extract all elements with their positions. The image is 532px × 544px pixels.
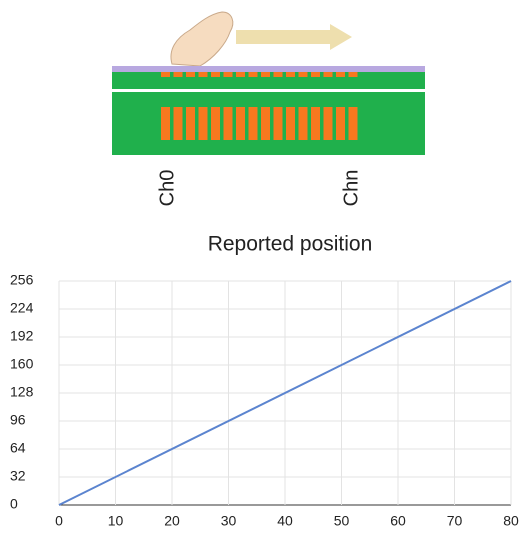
x-tick-label: 20 [164,513,180,529]
x-tick-label: 50 [334,513,350,529]
pad [223,107,233,140]
x-tick-label: 10 [108,513,124,529]
pcb-gap [112,89,425,92]
pad [323,107,333,140]
line [58,280,512,506]
pad [336,72,345,77]
y-tick-label: 96 [10,412,26,428]
pad [273,107,283,140]
pad [198,107,208,140]
y-tick-label: 0 [10,496,18,512]
pad [336,107,345,140]
x-tick-label: 70 [447,513,463,529]
arrow [236,24,352,50]
chart: 0 32 64 96 128 160 192 224 256 0 10 20 30 40 50 60 70 80 [10,272,519,529]
pad [198,72,208,77]
pad [211,72,220,77]
pad [161,107,170,140]
channel-label: Ch0 [156,170,178,207]
pad [286,107,295,140]
pad [286,72,295,77]
pad [261,72,270,77]
pad [348,72,358,77]
y-tick-label: 128 [10,384,34,400]
pad [186,72,195,77]
x-tick-label: 60 [390,513,406,529]
x-tick-label: 30 [221,513,237,529]
pad [311,107,320,140]
y-tick-label: 192 [10,328,34,344]
pad [298,72,308,77]
pad [261,107,270,140]
finger [170,11,234,67]
pad [211,107,220,140]
pad [173,107,183,140]
y-tick-label: 64 [10,440,26,456]
pad [248,107,258,140]
pad [236,107,245,140]
pads [161,72,358,140]
overlay [112,66,425,72]
pad [161,72,170,77]
pad [236,72,245,77]
channel-label: Chn [340,170,362,207]
pad [173,72,183,77]
y-tick-label: 224 [10,300,34,316]
pad [248,72,258,77]
pad [273,72,283,77]
pad [223,72,233,77]
x-tick-label: 0 [55,513,63,529]
pad [311,72,320,77]
y-tick-label: 32 [10,468,26,484]
x-tick-label: 40 [277,513,293,529]
y-tick-label: 160 [10,356,34,372]
pad [186,107,195,140]
pad [298,107,308,140]
sensor-diagram: Ch0 Chn [112,11,425,207]
pad [348,107,358,140]
y-tick-label: 256 [10,272,34,288]
chart-title: Reported position [208,233,373,256]
x-tick-label: 80 [503,513,519,529]
pad [323,72,333,77]
